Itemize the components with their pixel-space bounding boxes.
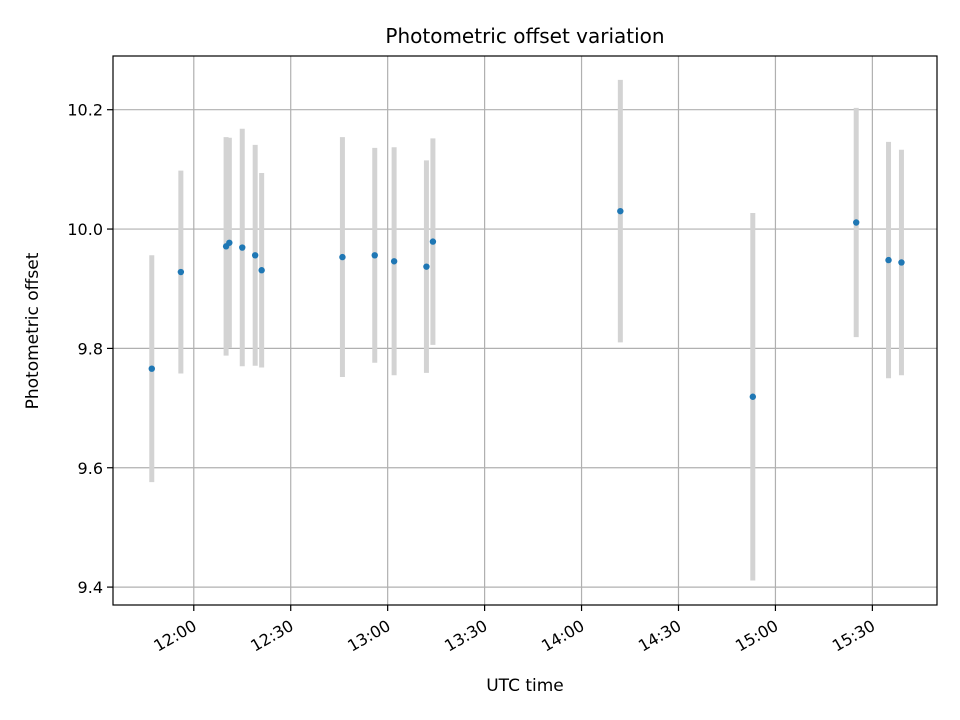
data-point: [749, 393, 757, 400]
data-point: [339, 253, 346, 261]
y-tick-label: 9.6: [78, 459, 103, 478]
y-axis-ticks: 9.4 9.6 9.8 10.0 10.2: [67, 101, 113, 597]
data-point: [898, 259, 905, 266]
data-point: [239, 244, 246, 251]
y-axis-label: Photometric offset: [23, 252, 43, 409]
data-point: [226, 239, 233, 246]
data-points: [148, 207, 905, 400]
y-tick-label: 9.4: [78, 578, 103, 597]
data-point: [885, 256, 892, 264]
data-point: [390, 258, 398, 265]
chart-title: Photometric offset variation: [385, 24, 664, 48]
data-point: [251, 252, 259, 259]
plot-frame: [112, 55, 938, 606]
data-point: [429, 238, 437, 245]
y-tick-label: 10.0: [67, 220, 103, 239]
data-point: [148, 365, 155, 372]
data-point: [853, 219, 860, 226]
data-point: [423, 263, 430, 270]
x-axis-label: UTC time: [486, 676, 564, 696]
data-point: [258, 267, 265, 274]
data-point: [371, 252, 378, 259]
data-point: [177, 268, 185, 276]
y-tick-label: 9.8: [78, 339, 103, 358]
y-tick-label: 10.2: [67, 101, 103, 120]
grid-lines: [113, 56, 937, 605]
data-point: [617, 207, 624, 215]
